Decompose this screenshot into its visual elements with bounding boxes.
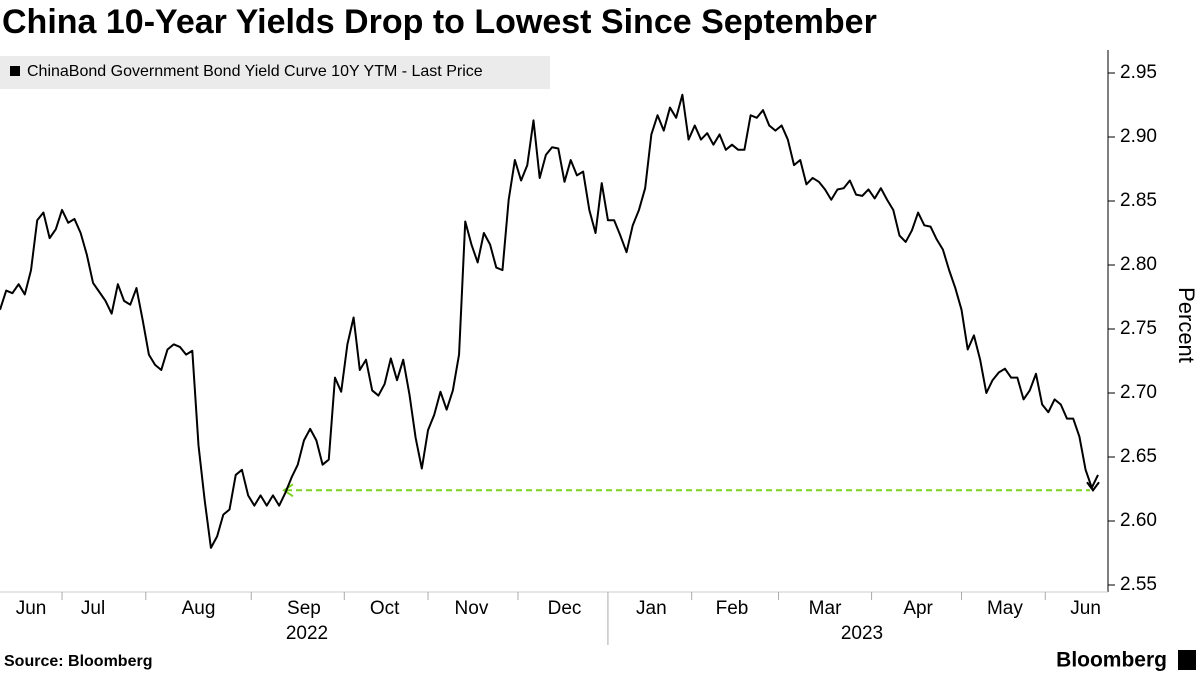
y-tick-label: 2.90 — [1120, 126, 1157, 147]
year-label: 2023 — [841, 623, 883, 644]
y-tick-label: 2.95 — [1120, 62, 1157, 83]
y-tick-label: 2.85 — [1120, 190, 1157, 211]
y-tick-label: 2.60 — [1120, 510, 1157, 531]
y-tick-label: 2.75 — [1120, 318, 1157, 339]
y-axis-title: Percent — [1174, 287, 1199, 363]
x-tick-label: Dec — [548, 598, 582, 619]
series-line — [0, 93, 1099, 549]
x-tick-label: Mar — [809, 598, 842, 619]
brand-icon — [1178, 650, 1196, 670]
legend-label: ChinaBond Government Bond Yield Curve 10… — [27, 63, 483, 80]
year-label: 2022 — [286, 623, 328, 644]
legend-swatch — [10, 66, 20, 76]
x-tick-label: May — [987, 598, 1023, 619]
reference-arrowhead — [282, 483, 294, 498]
chart-title: China 10-Year Yields Drop to Lowest Sinc… — [2, 3, 877, 41]
y-tick-label: 2.65 — [1120, 446, 1157, 467]
x-tick-label: Jun — [16, 598, 47, 619]
x-tick-label: Jul — [81, 598, 105, 619]
x-tick-label: Feb — [716, 598, 749, 619]
x-tick-label: Nov — [455, 598, 489, 619]
source: Source: Bloomberg — [4, 653, 152, 670]
legend-box — [0, 56, 550, 89]
x-tick-label: Sep — [287, 598, 321, 619]
y-tick-label: 2.70 — [1120, 382, 1157, 403]
x-tick-label: Jun — [1070, 598, 1101, 619]
x-tick-label: Apr — [903, 598, 933, 619]
x-tick-label: Jan — [636, 598, 667, 619]
brand: Bloomberg — [1056, 649, 1167, 672]
x-tick-label: Aug — [182, 598, 216, 619]
end-arrowhead — [1086, 481, 1100, 492]
x-tick-label: Oct — [370, 598, 400, 619]
y-tick-label: 2.80 — [1120, 254, 1157, 275]
y-tick-label: 2.55 — [1120, 574, 1157, 595]
